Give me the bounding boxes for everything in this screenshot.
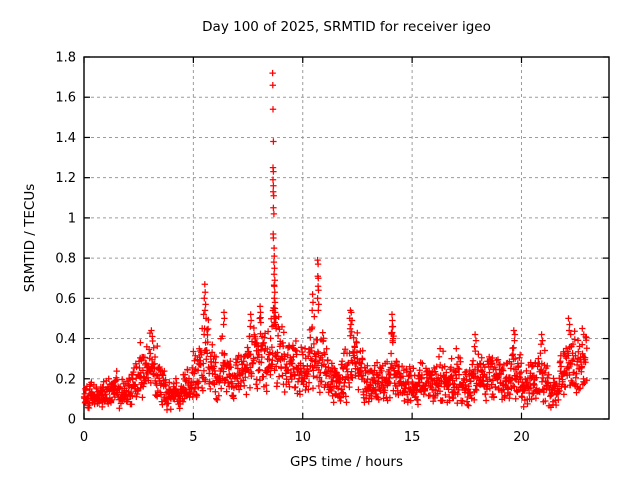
y-tick-label: 0.4 xyxy=(55,332,76,347)
y-tick-label: 1.2 xyxy=(55,171,76,186)
y-tick-label: 0.8 xyxy=(55,252,76,267)
x-tick-label: 10 xyxy=(294,430,311,445)
plot-border xyxy=(83,56,610,420)
y-tick-label: 1.6 xyxy=(55,91,76,106)
x-tick-label: 5 xyxy=(189,430,197,445)
data-points xyxy=(80,69,591,414)
y-tick-label: 0 xyxy=(68,413,76,428)
x-tick-label: 20 xyxy=(513,430,530,445)
chart-title: Day 100 of 2025, SRMTID for receiver ige… xyxy=(202,19,491,35)
y-tick-label: 1.8 xyxy=(55,51,76,66)
x-tick-label: 0 xyxy=(80,430,88,445)
y-tick-label: 1 xyxy=(68,211,76,226)
y-tick-label: 1.4 xyxy=(55,131,76,146)
x-axis-label: GPS time / hours xyxy=(289,454,404,470)
x-tick-label: 15 xyxy=(404,430,421,445)
y-tick-label: 0.2 xyxy=(55,372,76,387)
y-tick-label: 0.6 xyxy=(55,292,76,307)
